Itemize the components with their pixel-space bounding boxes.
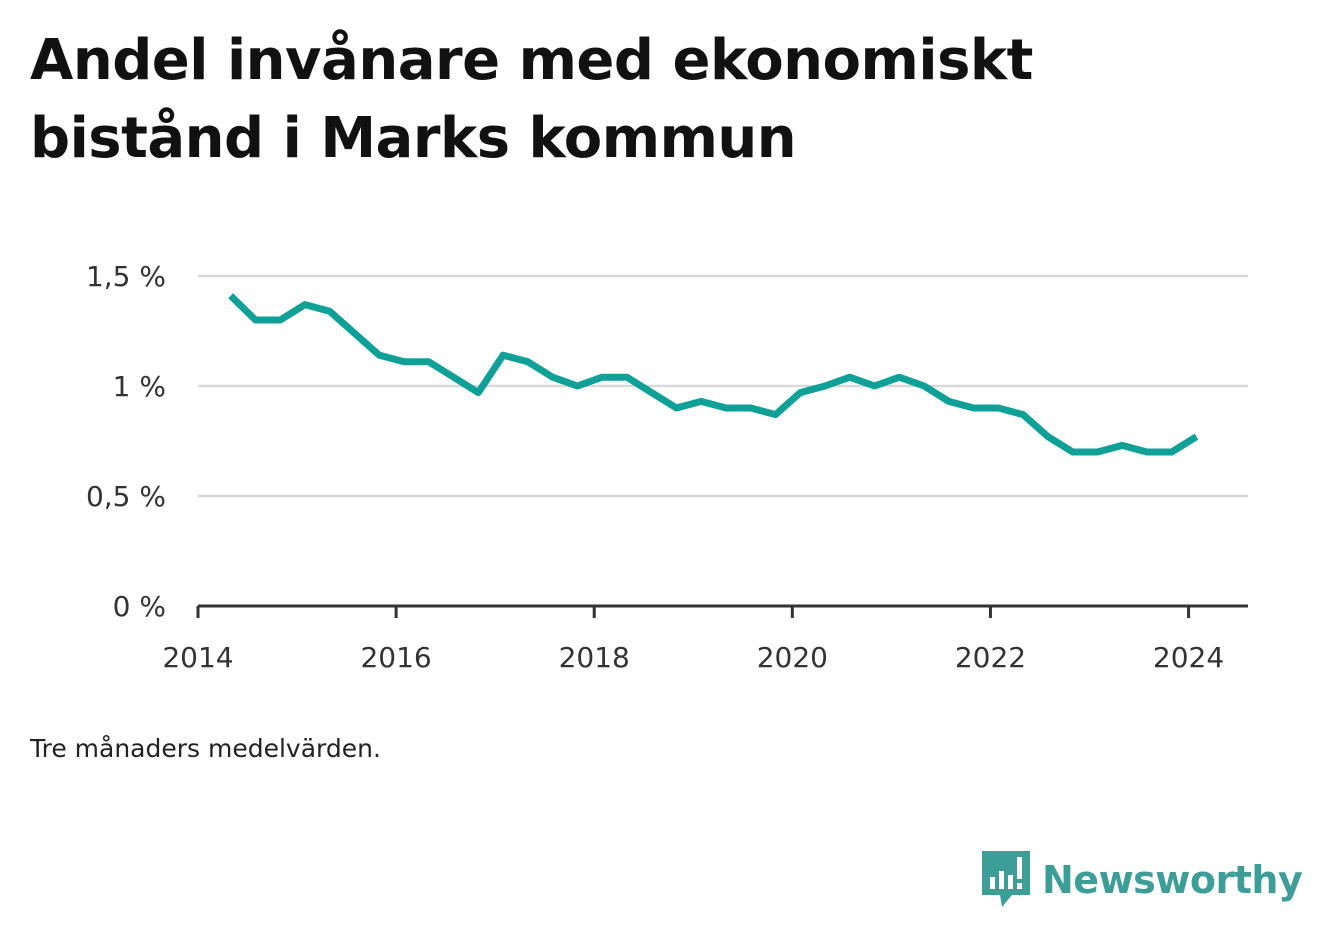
data-point bbox=[351, 330, 358, 337]
x-tick-label: 2018 bbox=[559, 641, 630, 674]
data-point bbox=[846, 374, 853, 381]
data-point bbox=[921, 383, 928, 390]
data-point bbox=[722, 405, 729, 412]
x-axis bbox=[196, 604, 1248, 618]
data-point bbox=[945, 398, 952, 405]
data-point bbox=[1094, 449, 1101, 456]
data-point bbox=[1119, 442, 1126, 449]
x-tick-labels: 2014 2016 2018 2020 2022 2024 bbox=[162, 641, 1224, 674]
y-tick-label: 1 % bbox=[113, 370, 166, 403]
grid-lines bbox=[198, 274, 1248, 498]
data-point bbox=[277, 317, 284, 324]
data-point bbox=[623, 374, 630, 381]
x-tick-label: 2022 bbox=[955, 641, 1026, 674]
chart-title: Andel invånare med ekonomiskt bistånd i … bbox=[30, 28, 1033, 171]
series-line bbox=[228, 293, 1199, 456]
data-point bbox=[1168, 449, 1175, 456]
data-point bbox=[1069, 449, 1076, 456]
line-chart: 0 % 0,5 % 1 % 1,5 % 2014 2016 2018 2020 2022 202… bbox=[86, 260, 1248, 674]
data-point bbox=[797, 389, 804, 396]
data-point bbox=[252, 317, 259, 324]
data-point bbox=[301, 301, 308, 308]
data-point bbox=[574, 383, 581, 390]
data-point bbox=[772, 411, 779, 418]
data-point bbox=[970, 405, 977, 412]
data-point bbox=[227, 292, 234, 299]
data-point bbox=[995, 405, 1002, 412]
data-point bbox=[1193, 433, 1200, 440]
data-point bbox=[698, 398, 705, 405]
data-point bbox=[1044, 433, 1051, 440]
y-tick-label: 0 % bbox=[113, 590, 166, 623]
brand-name: Newsworthy bbox=[1042, 858, 1303, 902]
x-tick-label: 2014 bbox=[162, 641, 233, 674]
data-point bbox=[1020, 411, 1027, 418]
data-point bbox=[450, 374, 457, 381]
y-tick-labels: 0 % 0,5 % 1 % 1,5 % bbox=[86, 260, 166, 623]
chart-note: Tre månaders medelvärden. bbox=[30, 734, 381, 763]
data-point bbox=[599, 374, 606, 381]
x-tick-label: 2016 bbox=[360, 641, 431, 674]
data-point bbox=[896, 374, 903, 381]
brand-logo[interactable]: Newsworthy bbox=[980, 848, 1303, 912]
data-point bbox=[401, 358, 408, 365]
data-point bbox=[425, 358, 432, 365]
y-tick-label: 0,5 % bbox=[86, 480, 166, 513]
data-point bbox=[673, 405, 680, 412]
y-tick-label: 1,5 % bbox=[86, 260, 166, 293]
data-point bbox=[549, 374, 556, 381]
data-point bbox=[648, 389, 655, 396]
data-point bbox=[1143, 449, 1150, 456]
series-layer bbox=[227, 292, 1200, 456]
data-point bbox=[376, 352, 383, 359]
data-point bbox=[524, 358, 531, 365]
x-tick-label: 2024 bbox=[1153, 641, 1224, 674]
data-point bbox=[871, 383, 878, 390]
data-point bbox=[822, 383, 829, 390]
x-tick-label: 2020 bbox=[757, 641, 828, 674]
data-point bbox=[475, 389, 482, 396]
data-point bbox=[326, 308, 333, 315]
newsworthy-logo-icon bbox=[982, 851, 1030, 907]
data-point bbox=[747, 405, 754, 412]
data-point bbox=[500, 352, 507, 359]
